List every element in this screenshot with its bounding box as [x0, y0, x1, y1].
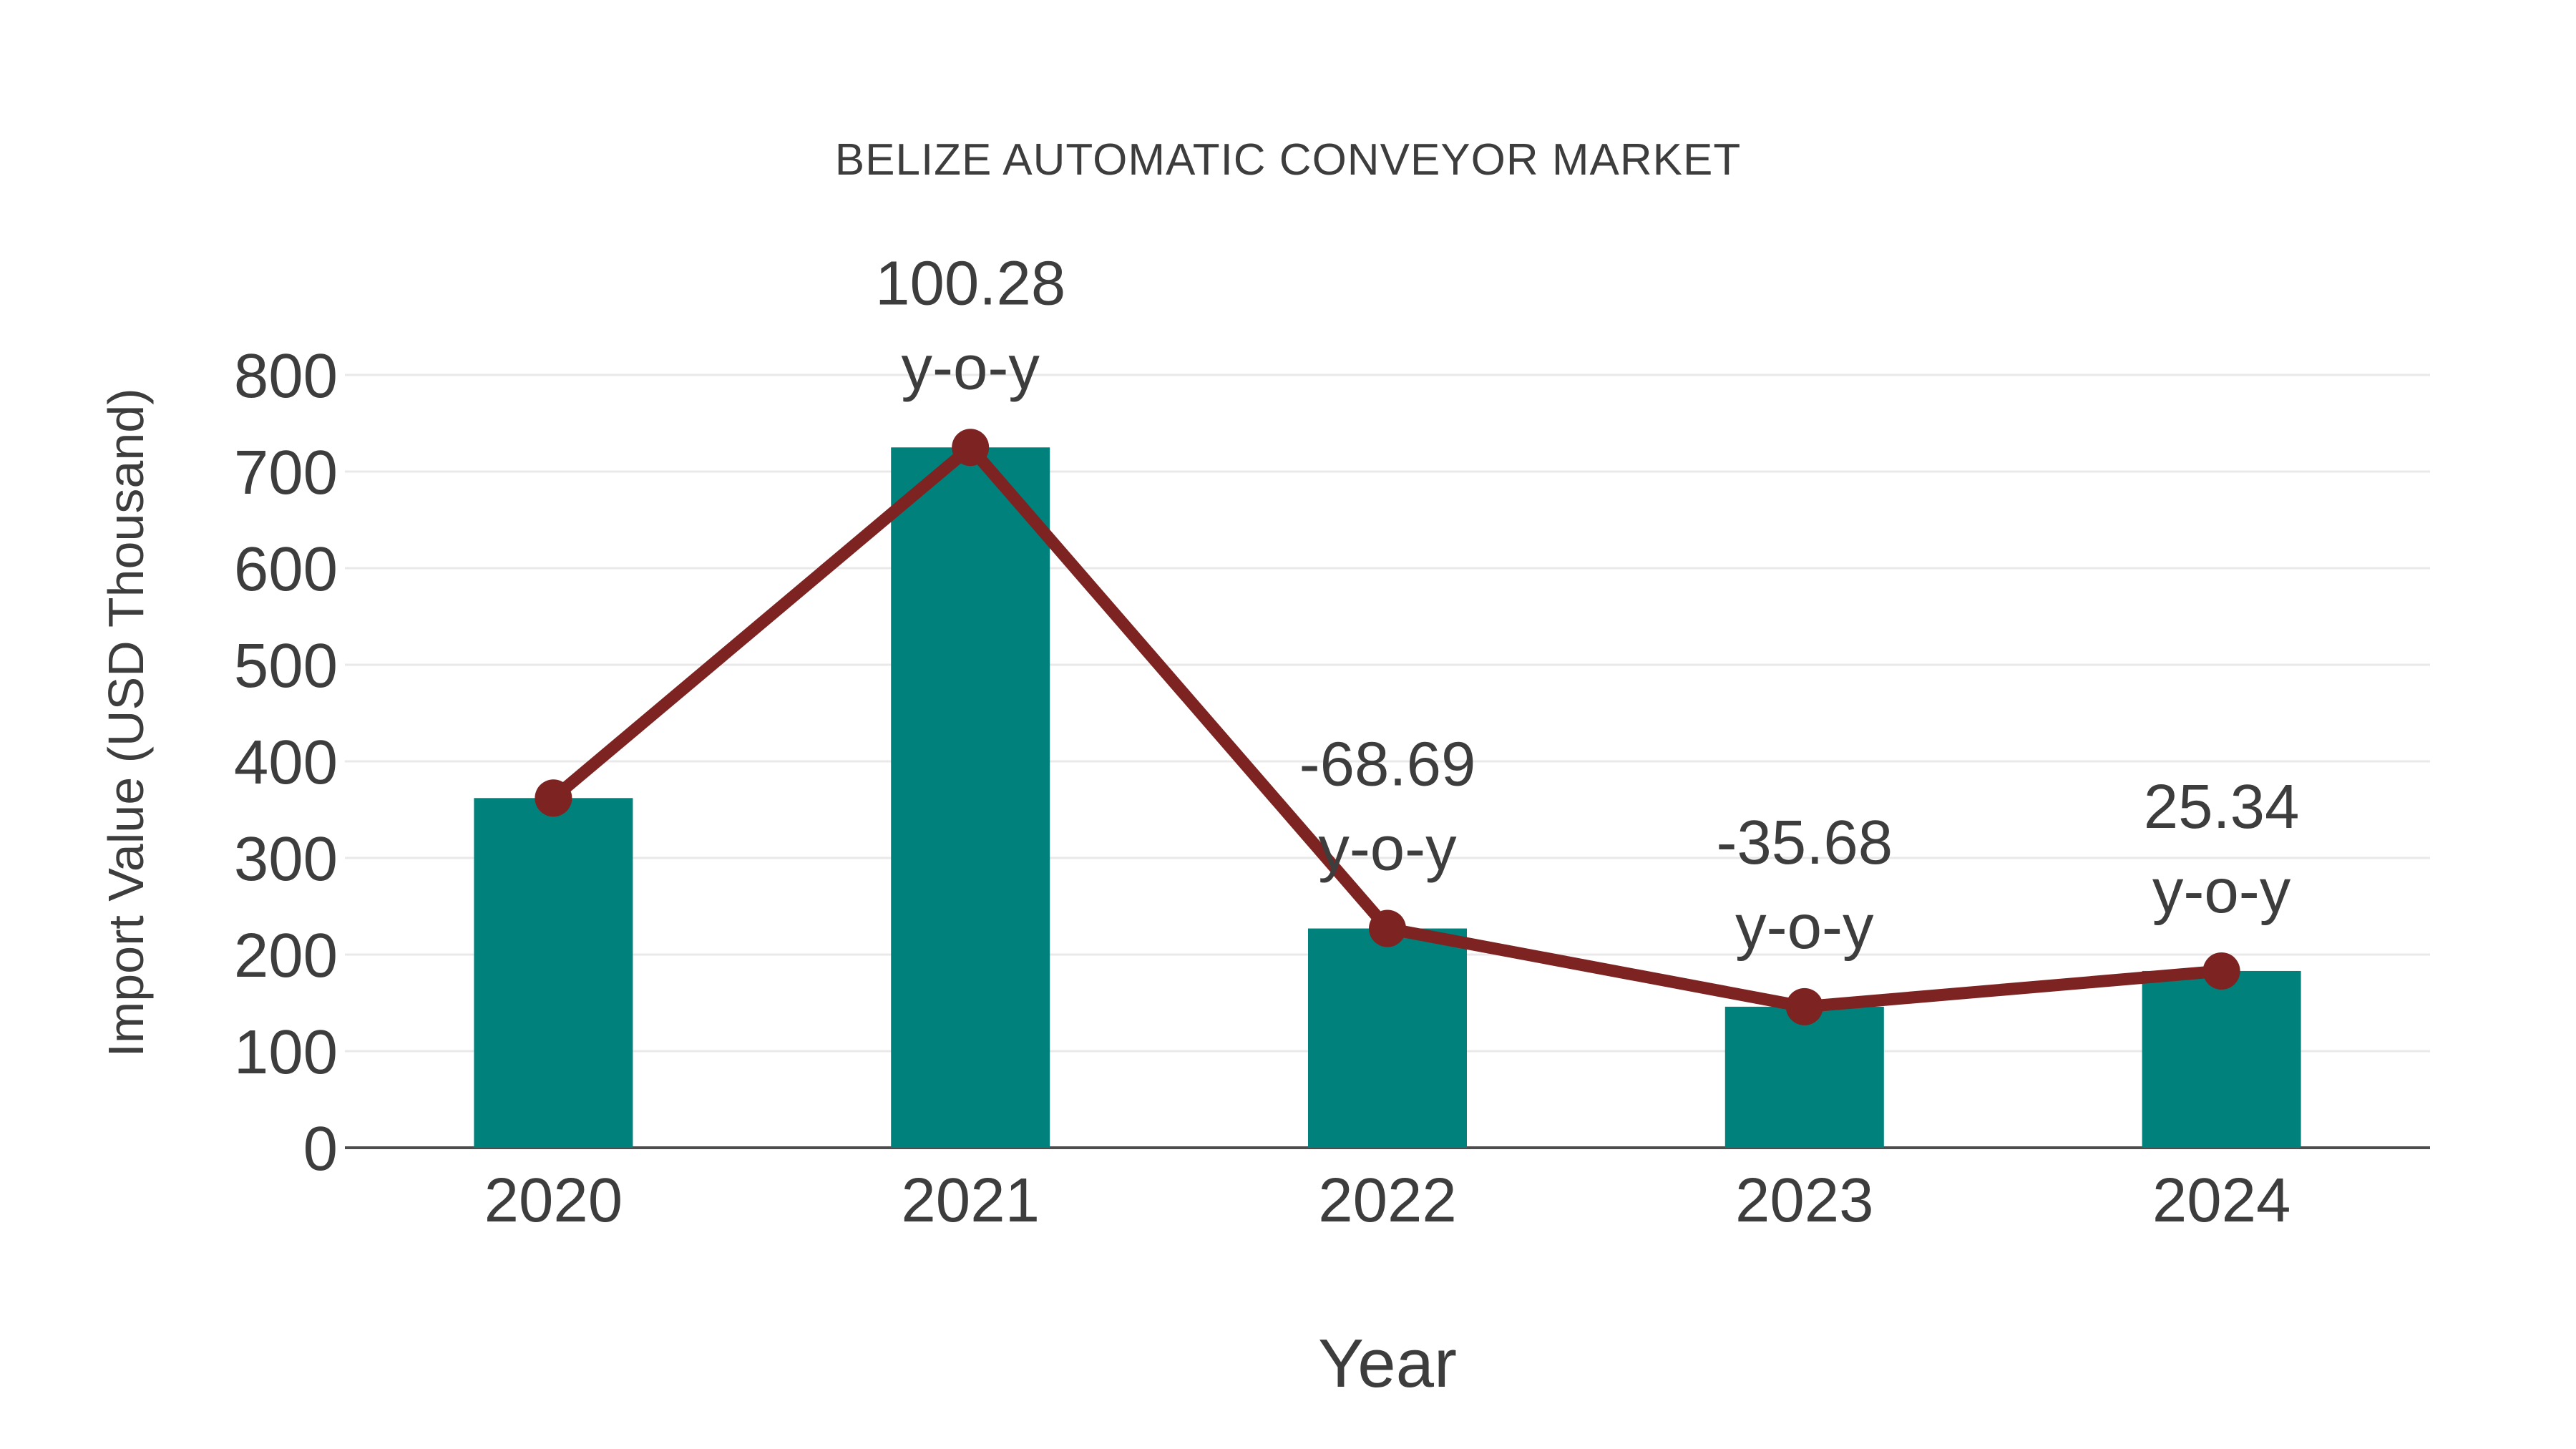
y-tick-label: 300 — [234, 824, 338, 894]
y-tick-label: 100 — [234, 1018, 338, 1087]
bar-2020 — [474, 798, 633, 1148]
y-tick-label: 500 — [234, 631, 338, 701]
annotation-value: -68.69 — [1299, 730, 1476, 799]
x-tick-label: 2021 — [901, 1166, 1040, 1235]
x-tick-label: 2022 — [1318, 1166, 1457, 1235]
annotation-suffix: y-o-y — [902, 333, 1040, 402]
line-marker-2021 — [952, 429, 990, 467]
y-tick-label: 400 — [234, 728, 338, 797]
y-tick-label: 200 — [234, 921, 338, 990]
bar-2024 — [2142, 970, 2301, 1148]
bar-2021 — [891, 447, 1050, 1148]
line-marker-2024 — [2202, 952, 2240, 990]
annotation-value: 100.28 — [875, 248, 1065, 318]
annotation-value: -35.68 — [1716, 808, 1893, 877]
y-tick-label: 0 — [303, 1114, 338, 1184]
x-tick-label: 2023 — [1735, 1166, 1874, 1235]
x-axis-title: Year — [1318, 1325, 1457, 1402]
line-marker-2020 — [535, 779, 572, 817]
bar-2023 — [1724, 1006, 1884, 1148]
line-marker-2023 — [1785, 987, 1823, 1025]
annotation-suffix: y-o-y — [1318, 814, 1457, 884]
y-tick-label: 800 — [234, 341, 338, 411]
x-tick-label: 2024 — [2152, 1166, 2291, 1235]
y-tick-label: 700 — [234, 438, 338, 507]
y-tick-label: 600 — [234, 535, 338, 604]
annotation-suffix: y-o-y — [1735, 892, 1874, 962]
bar-2022 — [1308, 928, 1467, 1148]
chart-title: BELIZE AUTOMATIC CONVEYOR MARKET — [834, 135, 1742, 185]
annotation-value: 25.34 — [2144, 772, 2300, 841]
line-marker-2022 — [1369, 909, 1406, 947]
annotation-suffix: y-o-y — [2152, 857, 2291, 926]
x-tick-label: 2020 — [484, 1166, 623, 1235]
